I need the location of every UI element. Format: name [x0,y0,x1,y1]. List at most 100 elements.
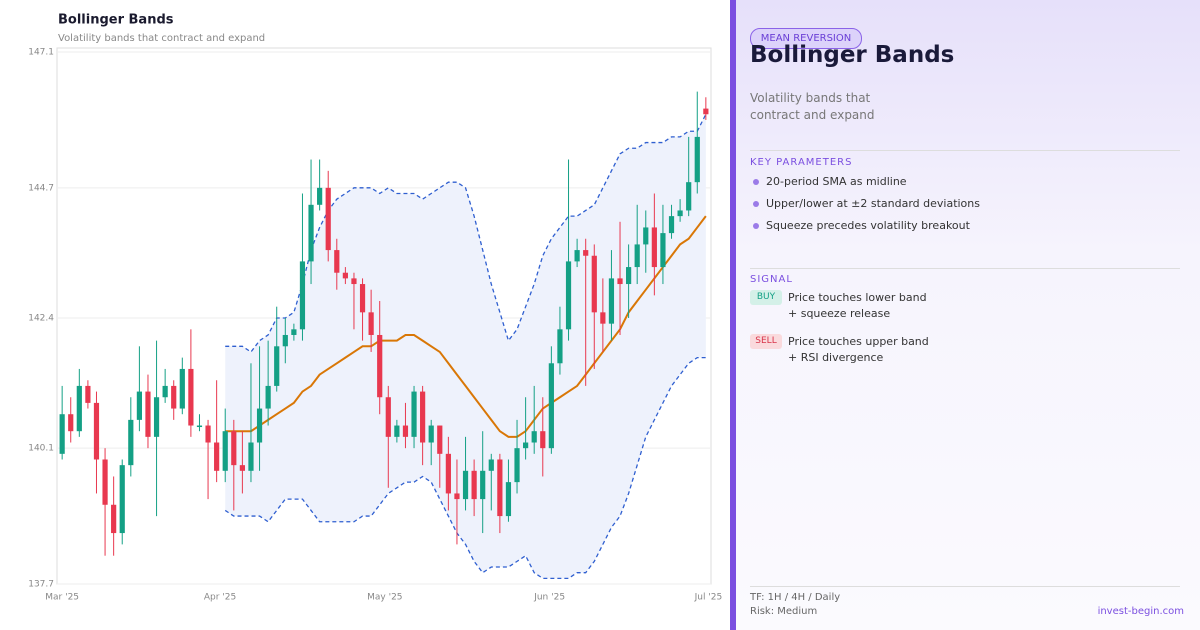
candle-body [68,414,74,432]
candle-body [565,261,572,330]
candle-body [497,459,503,517]
chart-subtitle: Volatility bands that contract and expan… [58,33,265,44]
candle-body [462,470,469,500]
signal-text: Price touches upper band + RSI divergenc… [788,335,929,364]
candle-body [686,182,692,211]
candle-body [643,227,649,245]
candle-body [540,431,546,449]
candle-body [299,261,306,330]
band-fill [225,114,706,579]
candle-body [85,385,91,403]
candle-body [265,385,271,409]
chart: Bollinger Bands Volatility bands that co… [28,13,722,603]
x-tick-label: Mar '25 [45,593,79,603]
candle-body [214,442,220,471]
candle-body [317,187,323,205]
candle-body [402,425,409,437]
candle-body [471,470,477,500]
section-heading: KEY PARAMETERS [750,157,853,168]
candle-body [531,431,537,443]
sidebar-title: Bollinger Bands [750,42,955,68]
candle-body [368,312,374,335]
candle-body [557,329,563,364]
signal-text: Price touches lower band + squeeze relea… [788,291,927,320]
candle-body [119,465,125,534]
candle-body [428,425,434,443]
candle-body [626,267,632,285]
y-tick-label: 144.7 [28,183,54,193]
candle-body [668,216,675,234]
band-line [225,113,707,353]
candle-body [660,233,666,268]
candle-body [222,431,228,471]
candle-body [445,453,451,494]
candle-body [145,391,151,437]
candle-body [617,278,623,285]
x-tick-label: Apr '25 [204,593,236,603]
candle-body [188,368,194,426]
sell-tag: SELL [750,334,782,349]
candle-body [583,250,589,256]
buy-tag: BUY [750,290,782,305]
y-tick-label: 142.4 [28,314,54,324]
candle-body [111,504,117,534]
candle-body [385,397,391,437]
candle-body [93,402,100,460]
badge: MEAN REVERSION [750,28,862,49]
y-tick-label: 137.7 [28,580,54,590]
parameter: 20-period SMA as midline [766,175,907,188]
x-tick-label: May '25 [367,593,402,603]
separator [750,586,1180,587]
candle-body [591,255,597,313]
candle-body [256,408,263,443]
candle-body [179,368,185,409]
candle-body [102,459,108,505]
candle-body [239,465,245,471]
sidebar-subtitle: Volatility bands that contract and expan… [750,91,875,122]
candle-body [608,278,615,324]
candle-body [488,459,494,471]
band-line [224,356,706,579]
separator [750,150,1180,151]
candle-body [703,108,709,115]
candle-body [651,227,657,268]
candle-body [505,482,512,517]
candle-body [136,391,142,420]
candle-body [291,329,297,335]
candle-body [128,419,134,466]
candle-body [76,385,82,432]
candle-body [411,391,417,437]
candle-body [308,204,314,262]
candle-body [454,493,460,500]
section-heading: SIGNAL [750,274,793,285]
risk: Risk: Medium [750,606,818,617]
candle-body [514,448,520,483]
candle-body [694,136,700,183]
site: invest-begin.com [1097,606,1184,617]
x-tick-label: Jun '25 [533,593,565,603]
candle-body [677,210,683,217]
candle-body [420,391,426,443]
candle-body [548,363,554,449]
parameter: Squeeze precedes volatility breakout [766,219,970,232]
candle-body [523,442,529,449]
candle-body [342,272,348,279]
bullet [753,223,759,229]
chart-title: Bollinger Bands [58,13,174,28]
candle-body [231,431,237,466]
bullet [753,201,759,207]
candle-body [437,425,443,454]
candle-body [282,334,288,347]
band-line [225,215,707,438]
separator [750,268,1180,269]
parameter: Upper/lower at ±2 standard deviations [766,197,980,210]
candle-body [394,425,400,437]
candle-body [59,414,65,454]
candle-body [377,334,383,398]
divider [730,0,736,630]
candle-body [153,397,160,437]
sidebar: MEAN REVERSION Bollinger Bands Volatilit… [736,0,1200,630]
timeframe: TF: 1H / 4H / Daily [750,592,841,603]
candle-body [574,250,580,262]
